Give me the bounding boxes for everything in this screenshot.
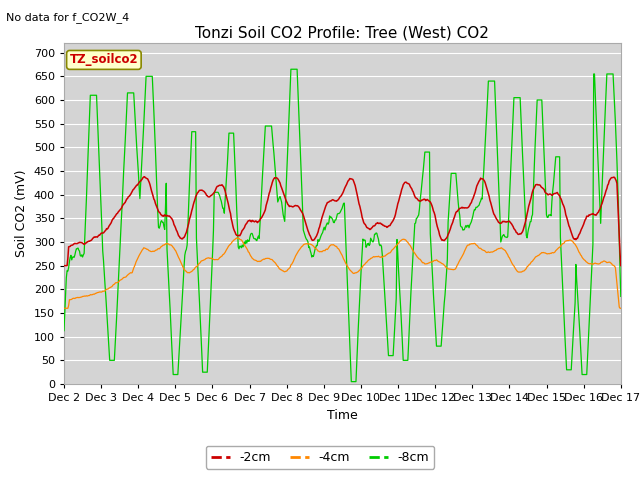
Legend: -2cm, -4cm, -8cm: -2cm, -4cm, -8cm: [206, 446, 434, 469]
Text: No data for f_CO2W_4: No data for f_CO2W_4: [6, 12, 130, 23]
Text: TZ_soilco2: TZ_soilco2: [70, 53, 138, 66]
Title: Tonzi Soil CO2 Profile: Tree (West) CO2: Tonzi Soil CO2 Profile: Tree (West) CO2: [195, 25, 490, 41]
X-axis label: Time: Time: [327, 408, 358, 421]
Y-axis label: Soil CO2 (mV): Soil CO2 (mV): [15, 170, 28, 257]
